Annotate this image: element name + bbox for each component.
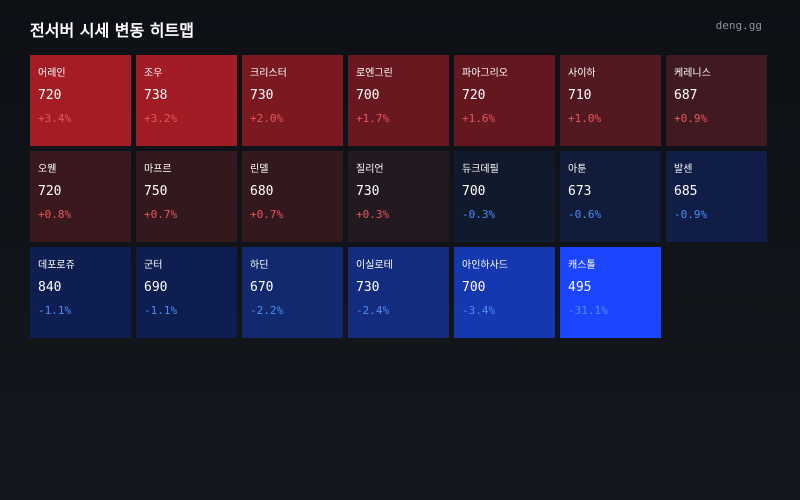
price: 720 (462, 88, 486, 103)
change: -0.9% (674, 208, 708, 221)
change: +0.7% (250, 208, 284, 221)
price: 495 (568, 280, 592, 295)
server-name: 린델 (250, 164, 269, 175)
price: 710 (568, 88, 592, 103)
server-name: 듀크데필 (462, 164, 499, 175)
server-name: 캐스톨 (568, 260, 596, 271)
server-name: 로엔그린 (356, 68, 393, 79)
server-name: 오웬 (38, 164, 57, 175)
tile: 마프르 750 +0.7% (136, 151, 237, 242)
brand: deng.gg (715, 19, 762, 32)
tile: 오웬 720 +0.8% (30, 151, 131, 242)
tile: 캐스톨 495 -31.1% (560, 247, 661, 338)
tile: 하딘 670 -2.2% (242, 247, 343, 338)
tile: 케레니스 687 +0.9% (666, 55, 767, 146)
tile: 어레인 720 +3.4% (30, 55, 131, 146)
price: 730 (356, 184, 380, 199)
tile: 아인하사드 700 -3.4% (454, 247, 555, 338)
tile: 조우 738 +3.2% (136, 55, 237, 146)
server-name: 조우 (144, 68, 163, 79)
server-name: 마프르 (144, 164, 172, 175)
change: +0.9% (674, 112, 708, 125)
server-name: 데포로쥬 (38, 260, 75, 271)
price: 670 (250, 280, 274, 295)
change: +0.3% (356, 208, 390, 221)
server-name: 어레인 (38, 68, 66, 79)
server-name: 질리언 (356, 164, 384, 175)
tile: 크리스터 730 +2.0% (242, 55, 343, 146)
price: 750 (144, 184, 168, 199)
tile: 발센 685 -0.9% (666, 151, 767, 242)
change: -2.4% (356, 304, 390, 317)
change: -0.3% (462, 208, 496, 221)
change: +0.8% (38, 208, 72, 221)
server-name: 사이하 (568, 68, 596, 79)
change: -0.6% (568, 208, 602, 221)
price: 700 (462, 280, 486, 295)
price: 687 (674, 88, 698, 103)
change: +0.7% (144, 208, 178, 221)
tile: 듀크데필 700 -0.3% (454, 151, 555, 242)
price: 685 (674, 184, 698, 199)
change: -2.2% (250, 304, 284, 317)
tile: 아툰 673 -0.6% (560, 151, 661, 242)
change: +3.4% (38, 112, 72, 125)
tile: 데포로쥬 840 -1.1% (30, 247, 131, 338)
tile: 이실로테 730 -2.4% (348, 247, 449, 338)
price: 738 (144, 88, 168, 103)
server-name: 군터 (144, 260, 163, 271)
title: 전서버 시세 변동 히트맵 (30, 21, 194, 40)
change: +1.0% (568, 112, 602, 125)
change: +1.6% (462, 112, 496, 125)
server-name: 이실로테 (356, 260, 393, 271)
server-name: 발센 (674, 164, 693, 175)
change: -3.4% (462, 304, 496, 317)
price: 730 (356, 280, 380, 295)
change: -1.1% (144, 304, 178, 317)
price: 730 (250, 88, 274, 103)
price: 720 (38, 184, 62, 199)
server-name: 파아그리오 (462, 68, 508, 79)
tile: 린델 680 +0.7% (242, 151, 343, 242)
change: -31.1% (568, 304, 608, 317)
change: -1.1% (38, 304, 72, 317)
server-name: 하딘 (250, 260, 269, 271)
price: 720 (38, 88, 62, 103)
tile: 로엔그린 700 +1.7% (348, 55, 449, 146)
price: 700 (462, 184, 486, 199)
change: +2.0% (250, 112, 284, 125)
server-name: 크리스터 (250, 68, 287, 79)
server-name: 아툰 (568, 164, 587, 175)
price: 680 (250, 184, 274, 199)
price: 690 (144, 280, 168, 295)
change: +1.7% (356, 112, 390, 125)
price: 840 (38, 280, 62, 295)
tile: 군터 690 -1.1% (136, 247, 237, 338)
server-name: 아인하사드 (462, 260, 508, 271)
tile: 사이하 710 +1.0% (560, 55, 661, 146)
server-name: 케레니스 (674, 68, 711, 79)
tile: 질리언 730 +0.3% (348, 151, 449, 242)
change: +3.2% (144, 112, 178, 125)
price: 700 (356, 88, 380, 103)
price: 673 (568, 184, 592, 199)
tile: 파아그리오 720 +1.6% (454, 55, 555, 146)
